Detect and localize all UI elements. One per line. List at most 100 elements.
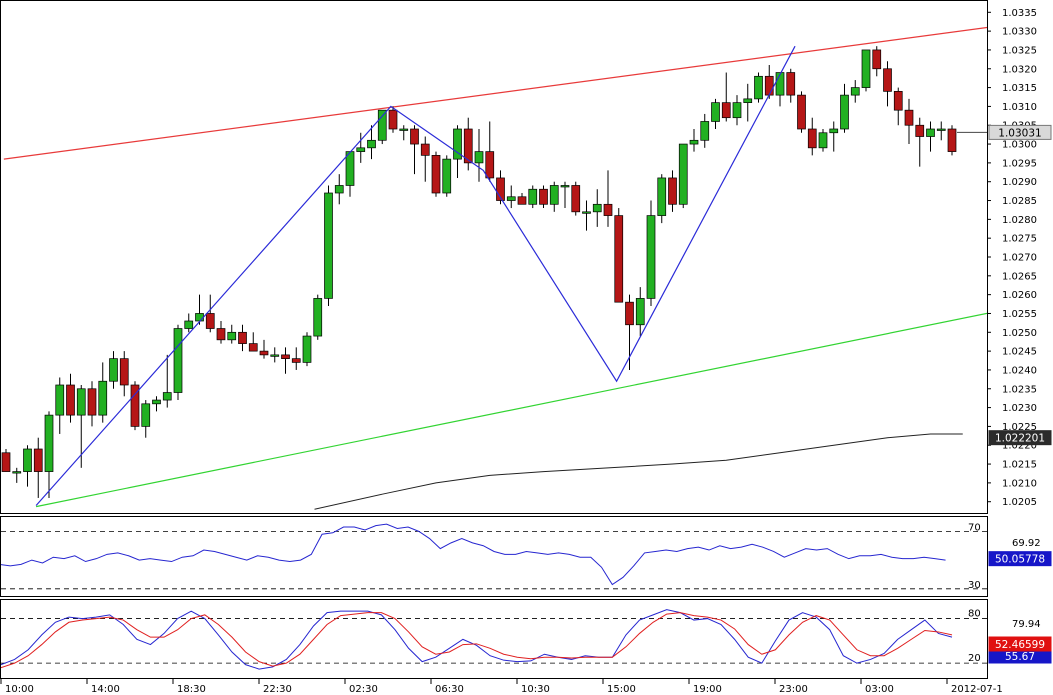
candle bbox=[818, 129, 828, 152]
candle bbox=[700, 113, 710, 148]
time-tick-label: 10:00 bbox=[5, 684, 34, 695]
candle-body-up bbox=[549, 185, 559, 205]
candle-body-up bbox=[76, 388, 86, 416]
candle bbox=[119, 351, 129, 397]
candle-body-up bbox=[474, 151, 484, 164]
price-panel bbox=[0, 0, 988, 514]
candle bbox=[302, 332, 312, 367]
candle-body-down bbox=[872, 49, 882, 70]
candle-body-up bbox=[377, 109, 387, 141]
time-tick-label: 2012-07-1 bbox=[951, 684, 1003, 695]
candle-body-up bbox=[754, 75, 763, 100]
candle bbox=[668, 170, 677, 212]
candle-body-up bbox=[367, 139, 376, 149]
price-tick-label: 1.0270 bbox=[1002, 253, 1037, 264]
candle bbox=[861, 49, 871, 92]
candle bbox=[571, 181, 581, 216]
price-tick-label: 1.0310 bbox=[1002, 102, 1037, 113]
stochastic-level-label: 80 bbox=[968, 609, 981, 620]
stochastic-d-label: 52.46599 bbox=[988, 636, 1052, 652]
moving-average-label: 1.022201 bbox=[988, 430, 1052, 446]
candle bbox=[582, 200, 591, 231]
candle bbox=[797, 91, 806, 133]
candle-body-down bbox=[947, 128, 957, 152]
rsi-value-label: 69.92 bbox=[1012, 538, 1041, 549]
candle-body-up bbox=[528, 188, 538, 205]
candle-body-down bbox=[463, 128, 473, 164]
candle bbox=[130, 381, 140, 431]
candle-body-up bbox=[657, 177, 667, 216]
value-labels: 1.03031 1.022201 69.92 50.05778 79.94 55.6752… bbox=[988, 124, 1052, 664]
candle-body-up bbox=[44, 414, 54, 472]
stochastic-value-label: 79.94 bbox=[1012, 619, 1041, 630]
candle-body-up bbox=[592, 203, 602, 213]
candle-body-down bbox=[431, 155, 441, 194]
price-tick-label: 1.0280 bbox=[1002, 215, 1037, 226]
candle bbox=[904, 98, 914, 145]
candle-body-down bbox=[797, 94, 806, 130]
candle-body-up bbox=[861, 49, 871, 88]
candle bbox=[947, 125, 957, 156]
price-tick-label: 1.0240 bbox=[1002, 365, 1037, 376]
time-tick-label: 15:00 bbox=[607, 684, 636, 695]
candle-body-up bbox=[345, 151, 355, 186]
candle bbox=[98, 362, 108, 423]
rsi-panel bbox=[0, 516, 988, 597]
candle-body-down bbox=[238, 331, 247, 344]
candle-body-up bbox=[324, 192, 333, 299]
candle-body-up bbox=[582, 211, 591, 214]
price-tick-label: 1.0235 bbox=[1002, 384, 1037, 395]
stochastic-indicator: 80 20 bbox=[1, 609, 987, 670]
price-tick-label: 1.0260 bbox=[1002, 290, 1037, 301]
candle-body-up bbox=[334, 185, 344, 194]
rsi-current-label-text: 50.05778 bbox=[995, 554, 1045, 566]
candle bbox=[173, 324, 183, 401]
candle bbox=[109, 351, 118, 389]
last-price-label: 1.03031 bbox=[988, 124, 1052, 140]
candle bbox=[936, 121, 946, 141]
moving-average-line bbox=[314, 433, 963, 510]
candle-body-down bbox=[668, 177, 677, 205]
rsi-current-label-box bbox=[988, 551, 1052, 567]
candle-body-down bbox=[410, 128, 419, 145]
candle bbox=[775, 72, 785, 107]
time-tick-label: 06:30 bbox=[435, 684, 464, 695]
candle-body-down bbox=[539, 188, 548, 205]
rsi-indicator: 70 30 bbox=[1, 522, 987, 591]
candle-body-up bbox=[162, 392, 172, 401]
zigzag-line bbox=[35, 45, 796, 506]
candle-body-up bbox=[184, 320, 194, 329]
candle bbox=[23, 445, 32, 487]
candle bbox=[743, 83, 753, 122]
candle bbox=[55, 377, 65, 434]
candle-body-up bbox=[109, 358, 118, 382]
candle bbox=[388, 106, 398, 133]
candle bbox=[646, 200, 656, 306]
rsi-level-label: 30 bbox=[968, 580, 981, 591]
stochastic-plot bbox=[1, 609, 987, 670]
candle bbox=[893, 87, 903, 126]
candle-body-up bbox=[227, 331, 237, 341]
candle-body-down bbox=[259, 350, 269, 356]
candle-body-up bbox=[141, 403, 151, 427]
rsi-line bbox=[1, 523, 946, 586]
rsi-plot bbox=[1, 523, 987, 590]
stochastic-panel bbox=[0, 599, 988, 679]
moving-average-label-text: 1.022201 bbox=[995, 433, 1045, 445]
price-tick-label: 1.0265 bbox=[1002, 271, 1037, 282]
candle bbox=[216, 321, 226, 344]
candle-body-up bbox=[98, 380, 108, 416]
candle bbox=[238, 324, 247, 352]
price-tick-label: 1.0320 bbox=[1002, 64, 1037, 75]
candle-body-up bbox=[356, 147, 366, 152]
candle bbox=[66, 373, 75, 423]
candle-body-up bbox=[743, 98, 753, 103]
candle bbox=[539, 185, 548, 209]
candle-body-up bbox=[926, 128, 935, 137]
price-tick-label: 1.0300 bbox=[1002, 140, 1037, 151]
candle bbox=[313, 294, 323, 340]
candle-body-up bbox=[453, 128, 462, 160]
candle bbox=[291, 347, 301, 370]
candle bbox=[926, 121, 935, 152]
candle-body-down bbox=[571, 185, 581, 213]
